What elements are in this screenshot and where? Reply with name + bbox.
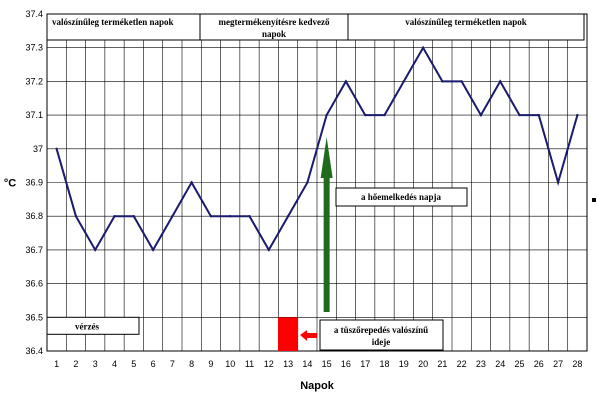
y-tick-label: 37.2 — [25, 76, 43, 86]
y-tick-label: 36.5 — [25, 312, 43, 322]
side-marker — [592, 198, 596, 202]
y-tick-label: 37.4 — [25, 9, 43, 19]
ovulation-label: a tüszőrepedés valószínű ideje — [334, 325, 428, 347]
y-axis-label: °C — [4, 178, 16, 190]
x-tick-label: 26 — [534, 359, 544, 369]
temperature-point — [286, 215, 290, 218]
ovulation-label-line: a tüszőrepedés valószínű — [334, 325, 428, 335]
x-tick-label: 3 — [93, 359, 98, 369]
temperature-point — [132, 215, 135, 218]
temperature-point — [344, 80, 348, 83]
x-tick-label: 7 — [170, 359, 175, 369]
ovulation-box — [319, 319, 444, 351]
phase-box-label: valószínűleg terméketlen napok — [52, 17, 174, 27]
x-tick-label: 24 — [495, 359, 505, 369]
x-tick-label: 28 — [572, 359, 582, 369]
x-tick-label: 21 — [437, 359, 447, 369]
bleeding-label: vérzés — [75, 321, 99, 331]
temperature-point — [171, 215, 174, 218]
phase-box-label: megtermékenyítésre kedvező napok — [218, 17, 330, 39]
x-tick-label: 6 — [151, 359, 156, 369]
ovulation-marker — [278, 317, 299, 351]
temperature-point — [499, 80, 502, 83]
y-tick-label: 37.3 — [25, 43, 43, 53]
x-tick-label: 8 — [189, 359, 194, 369]
temperature-point — [248, 215, 251, 218]
y-tick-label: 37 — [33, 144, 43, 154]
x-axis-label: Napok — [300, 380, 335, 392]
y-tick-label: 36.6 — [25, 279, 43, 289]
phase-box-label-line: napok — [262, 29, 286, 39]
x-tick-label: 18 — [379, 359, 389, 369]
temperature-point — [537, 113, 540, 117]
phase-box — [347, 13, 585, 41]
x-tick-label: 25 — [514, 359, 524, 369]
temperature-point — [441, 80, 444, 83]
x-tick-label: 12 — [264, 359, 274, 369]
temperature-point — [267, 248, 270, 252]
x-tick-label: 14 — [302, 359, 312, 369]
phase-box-label-line: megtermékenyítésre kedvező — [218, 17, 330, 27]
temperature-point — [55, 147, 58, 150]
temperature-rise-box — [335, 187, 468, 207]
temperature-point — [479, 113, 483, 117]
temperature-point — [209, 215, 213, 218]
x-tick-label: 5 — [131, 359, 136, 369]
y-tick-label: 36.4 — [25, 346, 43, 356]
x-tick-label: 27 — [553, 359, 563, 369]
y-tick-label: 36.8 — [25, 211, 43, 221]
temperature-point — [556, 181, 560, 184]
x-tick-label: 4 — [112, 359, 117, 369]
y-tick-label: 36.9 — [25, 178, 43, 188]
temperature-point — [402, 80, 405, 83]
temperature-point — [74, 215, 78, 218]
temperature-point — [94, 248, 97, 252]
phase-box-label: valószínűleg terméketlen napok — [405, 17, 527, 27]
temperature-point — [229, 215, 232, 218]
temperature-point — [364, 113, 367, 117]
temperature-point — [190, 181, 193, 184]
x-tick-label: 19 — [399, 359, 409, 369]
x-tick-label: 9 — [208, 359, 213, 369]
temperature-rise-arrow — [320, 137, 333, 312]
y-tick-label: 36.7 — [25, 245, 43, 255]
x-tick-label: 17 — [360, 359, 370, 369]
x-tick-label: 15 — [322, 359, 332, 369]
temperature-point — [151, 248, 155, 252]
temperature-point — [576, 113, 579, 117]
temperature-point — [325, 113, 328, 117]
x-tick-label: 10 — [225, 359, 235, 369]
x-tick-label: 22 — [457, 359, 467, 369]
ovulation-label-line: ideje — [372, 337, 391, 347]
temperature-point — [306, 181, 309, 184]
x-tick-label: 13 — [283, 359, 293, 369]
temperature-rise-label: a hőemelkedés napja — [361, 192, 442, 202]
temperature-line — [55, 45, 579, 252]
temperature-point — [421, 46, 425, 49]
x-tick-label: 23 — [476, 359, 486, 369]
ovulation-arrow — [300, 330, 318, 341]
x-tick-label: 20 — [418, 359, 428, 369]
temperature-point — [460, 80, 463, 83]
temperature-point — [518, 113, 521, 117]
x-tick-label: 2 — [73, 359, 78, 369]
x-tick-label: 16 — [341, 359, 351, 369]
temperature-point — [113, 215, 116, 218]
bleeding-box — [46, 316, 140, 335]
x-tick-label: 1 — [54, 359, 59, 369]
x-tick-label: 11 — [245, 359, 254, 369]
temperature-point — [383, 113, 386, 117]
y-tick-label: 37.1 — [25, 110, 43, 120]
phase-box — [199, 13, 349, 41]
